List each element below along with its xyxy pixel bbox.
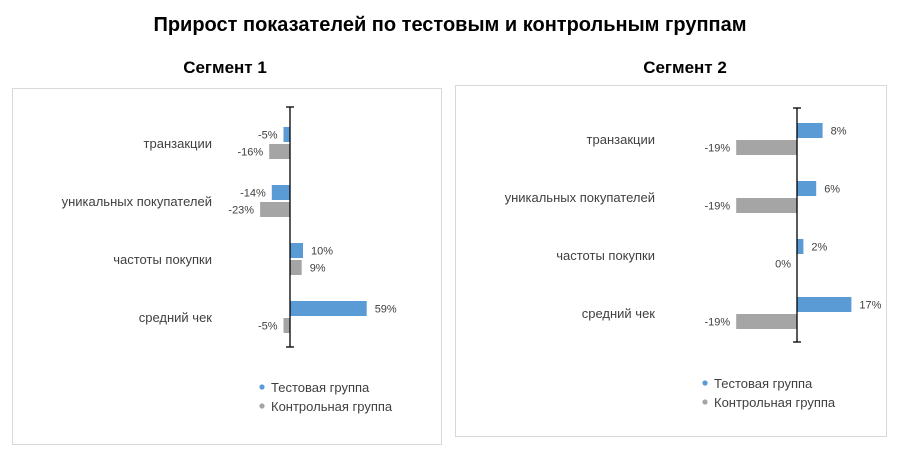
- seg1-bar-control: [290, 260, 302, 275]
- seg2-legend-marker: [702, 399, 708, 405]
- seg1-legend-label: Тестовая группа: [271, 380, 370, 395]
- seg1-data-label: -16%: [238, 147, 264, 159]
- seg2-bar-control: [736, 140, 797, 155]
- seg1-category-label: транзакции: [144, 136, 212, 151]
- seg1-bar-test: [290, 243, 303, 258]
- segment-2-panel: [455, 85, 887, 437]
- seg2-data-label: 8%: [831, 126, 847, 138]
- seg1-legend-label: Контрольная группа: [271, 399, 393, 414]
- seg1-bar-control: [269, 144, 290, 159]
- seg2-data-label: 2%: [811, 242, 827, 254]
- seg2-data-label: 6%: [824, 184, 840, 196]
- seg2-bar-test: [797, 239, 804, 254]
- seg1-legend-marker: [259, 403, 265, 409]
- seg1-data-label: -23%: [228, 205, 254, 217]
- seg1-legend-marker: [259, 384, 265, 390]
- seg2-bar-test: [797, 123, 823, 138]
- seg1-data-label: -14%: [240, 188, 266, 200]
- seg2-data-label: 0%: [775, 259, 791, 271]
- seg2-category-label: транзакции: [587, 132, 655, 147]
- seg1-category-label: средний чек: [139, 310, 213, 325]
- seg1-bar-test: [290, 301, 367, 316]
- seg2-bar-control: [736, 198, 797, 213]
- seg1-data-label: 59%: [375, 304, 397, 316]
- seg1-bar-test: [271, 185, 290, 200]
- seg1-data-label: 9%: [310, 263, 326, 275]
- segment-1-title: Сегмент 1: [183, 58, 267, 77]
- seg2-category-label: средний чек: [582, 306, 656, 321]
- seg2-bar-test: [797, 181, 817, 196]
- segment-2-title: Сегмент 2: [643, 58, 727, 77]
- seg1-category-label: частоты покупки: [113, 252, 212, 267]
- seg2-legend-label: Контрольная группа: [714, 395, 836, 410]
- seg2-data-label: -19%: [705, 143, 731, 155]
- seg2-category-label: уникальных покупателей: [505, 190, 655, 205]
- segment-1-panel: [12, 88, 442, 445]
- seg2-legend-marker: [702, 380, 708, 386]
- seg1-data-label: 10%: [311, 246, 333, 258]
- seg1-bar-control: [283, 318, 290, 333]
- seg1-category-label: уникальных покупателей: [62, 194, 212, 209]
- seg1-bar-control: [260, 202, 290, 217]
- seg2-bar-test: [797, 297, 852, 312]
- seg2-data-label: -19%: [705, 201, 731, 213]
- seg1-bar-test: [283, 127, 290, 142]
- seg2-category-label: частоты покупки: [556, 248, 655, 263]
- page-title: Прирост показателей по тестовым и контро…: [153, 14, 747, 36]
- seg2-legend-label: Тестовая группа: [714, 376, 813, 391]
- seg1-data-label: -5%: [258, 130, 278, 142]
- seg2-data-label: -19%: [705, 317, 731, 329]
- seg2-data-label: 17%: [859, 300, 881, 312]
- seg1-data-label: -5%: [258, 321, 278, 333]
- seg2-bar-control: [736, 314, 797, 329]
